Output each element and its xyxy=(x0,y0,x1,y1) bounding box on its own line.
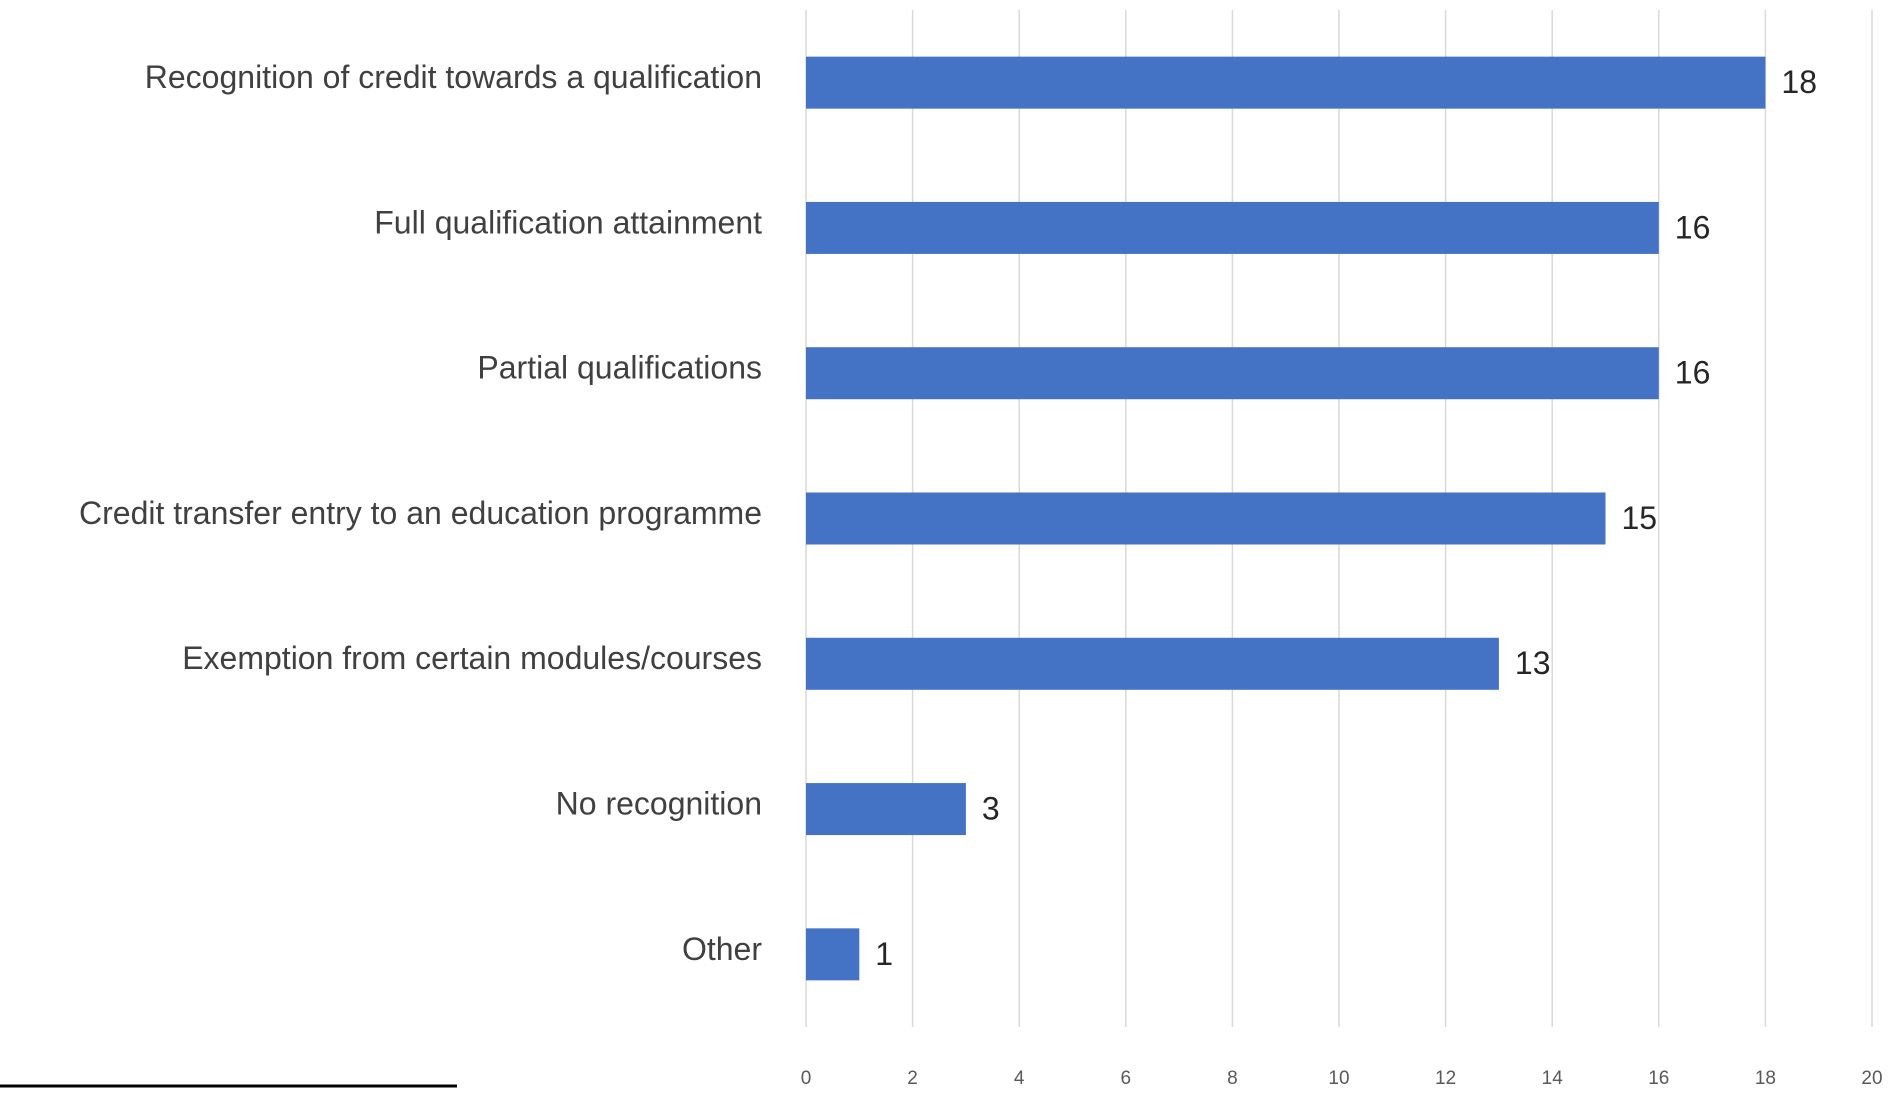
x-tick-label: 18 xyxy=(1755,1068,1776,1089)
x-tick-label: 2 xyxy=(907,1068,918,1089)
x-tick-label: 14 xyxy=(1542,1068,1564,1089)
data-label: 16 xyxy=(1675,209,1711,245)
data-label: 1 xyxy=(875,936,893,972)
x-tick-label: 12 xyxy=(1435,1068,1456,1089)
bar xyxy=(806,56,1766,109)
x-tick-label: 20 xyxy=(1861,1068,1882,1089)
x-tick-label: 0 xyxy=(801,1068,812,1089)
category-label: No recognition xyxy=(556,786,762,822)
bar xyxy=(806,928,860,981)
x-tick-label: 4 xyxy=(1014,1068,1025,1089)
bar xyxy=(806,637,1499,690)
bar xyxy=(806,492,1606,545)
data-label: 13 xyxy=(1515,645,1551,681)
category-label: Recognition of credit towards a qualific… xyxy=(145,59,762,95)
category-label: Full qualification attainment xyxy=(374,204,762,240)
bar xyxy=(806,347,1659,400)
bar xyxy=(806,201,1659,254)
category-label: Exemption from certain modules/courses xyxy=(182,640,762,676)
bar xyxy=(806,783,966,836)
data-label: 16 xyxy=(1675,355,1711,391)
data-label: 3 xyxy=(982,791,1000,827)
category-label: Partial qualifications xyxy=(477,350,762,386)
x-tick-label: 10 xyxy=(1328,1068,1349,1089)
category-label: Credit transfer entry to an education pr… xyxy=(79,495,762,531)
category-label: Other xyxy=(682,931,762,967)
x-tick-label: 6 xyxy=(1121,1068,1132,1089)
x-tick-label: 16 xyxy=(1648,1068,1669,1089)
data-label: 15 xyxy=(1622,500,1658,536)
data-label: 18 xyxy=(1781,64,1817,100)
x-tick-label: 8 xyxy=(1227,1068,1238,1089)
